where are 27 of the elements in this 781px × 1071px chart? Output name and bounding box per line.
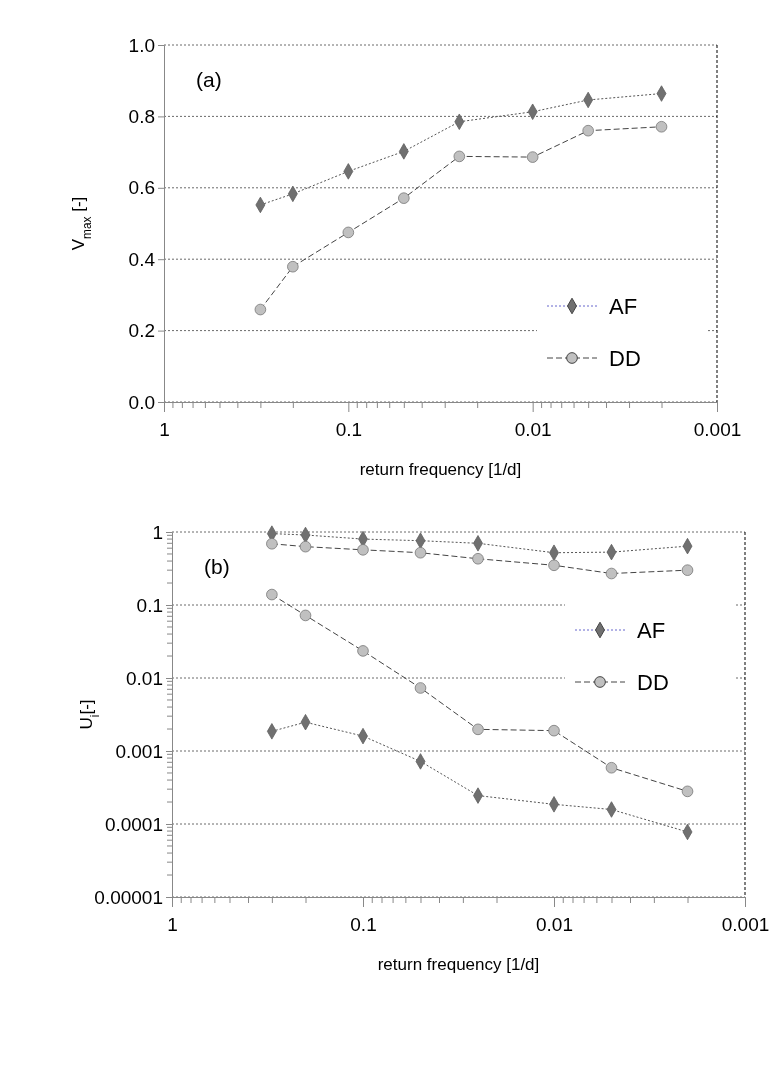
y-tick-label: 0.8 [128, 105, 155, 127]
y-tick-label: 0.6 [128, 177, 155, 199]
annotation: (a) [196, 68, 222, 91]
y-tick-label: 0.00001 [94, 886, 163, 908]
legend-label: DD [609, 346, 641, 371]
x-tick-label: 0.1 [350, 913, 377, 935]
y-tick-label: 0.0 [128, 391, 155, 413]
x-tick-label: 0.01 [514, 418, 552, 440]
y-tick-label: 0.1 [136, 594, 163, 616]
x-tick-label: 0.1 [335, 418, 363, 440]
y-tick-label: 1 [152, 521, 163, 543]
y-tick-label: 1.0 [128, 34, 155, 56]
legend-label: AF [609, 294, 638, 319]
x-axis-title: return frequency [1/d] [377, 955, 540, 974]
x-tick-label: 0.001 [693, 418, 742, 440]
x-axis-title: return frequency [1/d] [359, 460, 522, 479]
y-tick-label: 0.2 [128, 320, 155, 342]
legend-label: DD [637, 670, 669, 695]
x-tick-label: 0.001 [721, 913, 770, 935]
annotation: (b) [204, 555, 230, 578]
legend-label: AF [637, 618, 666, 643]
y-tick-label: 0.4 [128, 248, 156, 270]
x-tick-label: 1 [167, 913, 178, 935]
y-tick-label: 0.001 [115, 740, 163, 762]
x-tick-label: 0.01 [536, 913, 573, 935]
y-tick-label: 0.0001 [104, 813, 163, 835]
y-tick-label: 0.01 [126, 667, 163, 689]
